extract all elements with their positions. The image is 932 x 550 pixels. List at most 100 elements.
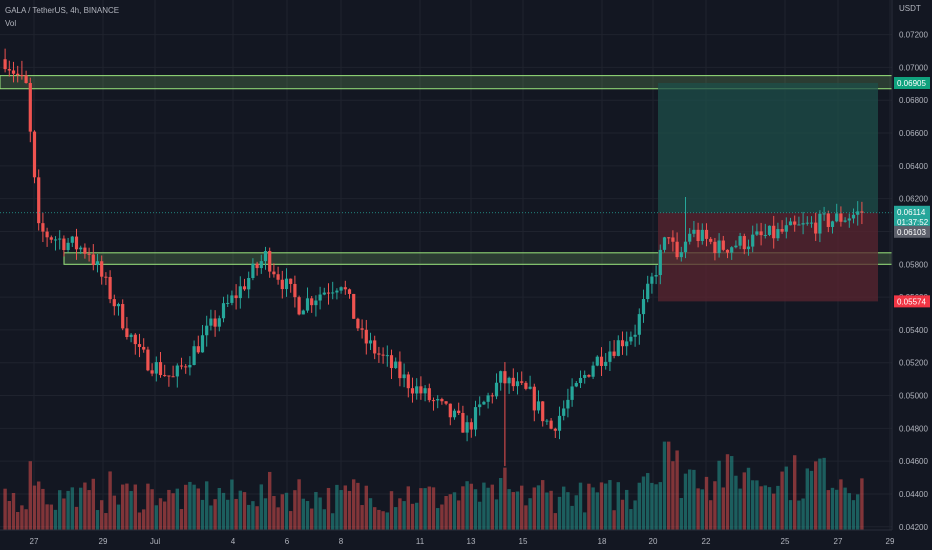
candle-body [360,328,364,330]
volume-bar [494,499,499,530]
volume-bar [662,441,667,530]
y-tick-label: 0.04600 [899,457,928,466]
candle-body [335,290,339,293]
candle-body [242,286,247,290]
candle-body [200,335,205,353]
candle-body [402,374,406,379]
candle-body [28,83,32,132]
candle-body [7,69,11,71]
candle-body [507,377,511,384]
candle-body [494,382,499,397]
position-tool[interactable] [658,83,878,302]
volume-bar [809,470,814,530]
volume-bar [53,509,58,530]
volume-bar [230,479,234,530]
candle-body [734,245,738,248]
y-tick-label: 0.04200 [899,523,928,532]
candle-body [79,247,83,250]
candle-body [646,283,650,300]
candle-body [423,388,427,394]
y-tick-label: 0.06600 [899,129,928,138]
symbol-title: GALA / TetherUS, 4h, BINANCE [5,6,120,15]
y-tick-label: 0.06800 [899,96,928,105]
candle-body [851,214,856,219]
candle-body [830,221,835,227]
candle-body [310,298,314,306]
volume-bar [822,457,826,530]
candle-body [767,225,772,235]
candle-body [45,231,49,238]
candle-body [276,274,280,280]
volume-bar [28,461,32,530]
candle-body [713,241,717,254]
candle-body [352,293,356,319]
candle-body [545,420,549,422]
volume-bar [280,494,284,530]
volume-bar [595,492,599,530]
volume-bar [599,482,604,530]
volume-bar [196,488,200,530]
candle-body [385,355,389,357]
candle-body [146,349,150,371]
x-tick-label: 20 [649,537,658,546]
volume-bar [566,492,570,530]
volume-bar [32,485,37,530]
y-tick-label: 0.04800 [899,424,928,433]
candle-body [100,261,104,277]
volume-bar [133,484,137,530]
volume-bar [562,486,566,530]
volume-bar [381,511,385,530]
volume-bar [658,482,662,530]
candle-body [192,346,196,365]
candle-body [95,261,100,266]
volume-bar [137,512,142,530]
candle-body [381,354,385,356]
volume-bar [368,498,373,530]
stop-price-badge-bg [894,295,930,308]
volume-bar [339,490,343,530]
volume-bar [175,488,179,530]
volume-bar [751,480,755,530]
volume-bar [646,473,650,530]
volume-bar [633,500,637,530]
candle-body [776,229,780,239]
x-tick-label: 15 [519,537,528,546]
candle-body [688,233,692,242]
candle-body [843,220,847,222]
volume-bar [356,482,360,530]
volume-bar [360,505,364,530]
candle-body [305,298,310,311]
candle-body [91,254,95,266]
candle-body [763,234,767,236]
candle-body [158,362,163,376]
candle-body [759,231,763,236]
volume-bar [24,509,28,530]
chart-header: GALA / TetherUS, 4h, BINANCE Vol [5,4,119,30]
candle-body [553,428,557,431]
candle-body [675,241,679,258]
x-tick-label: 13 [467,537,476,546]
x-tick-label: 4 [231,537,236,546]
volume-bar [142,509,146,530]
candle-body [448,403,452,418]
candle-body [612,351,616,356]
volume-bar [150,489,154,530]
candle-body [440,399,444,402]
volume-bar [272,496,276,530]
volume-bar [604,483,608,530]
volume-bar [511,492,515,530]
candle-body [179,365,184,367]
candle-body [58,238,62,240]
volume-bar [478,501,482,530]
candle-body [847,218,851,221]
volume-bar [444,495,448,530]
volume-bar [667,441,671,530]
candle-body [814,222,818,234]
candle-body [389,355,394,369]
candle-body [293,283,297,298]
current-price-value: 0.06114 [897,208,926,217]
volume-bar [293,490,297,530]
volume-bar [461,486,465,530]
volume-bar [184,484,188,530]
